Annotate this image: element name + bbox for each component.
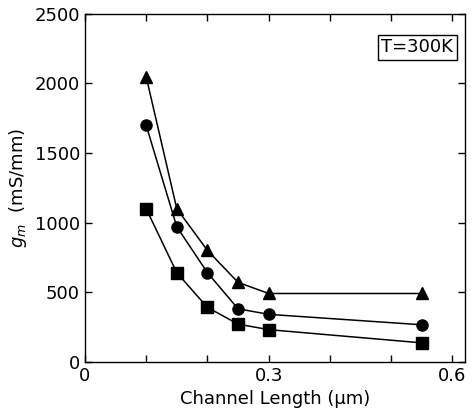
Text: T=300K: T=300K: [382, 38, 453, 56]
X-axis label: Channel Length (μm): Channel Length (μm): [180, 390, 370, 408]
Y-axis label: $g_m$  (mS/mm): $g_m$ (mS/mm): [7, 128, 29, 248]
